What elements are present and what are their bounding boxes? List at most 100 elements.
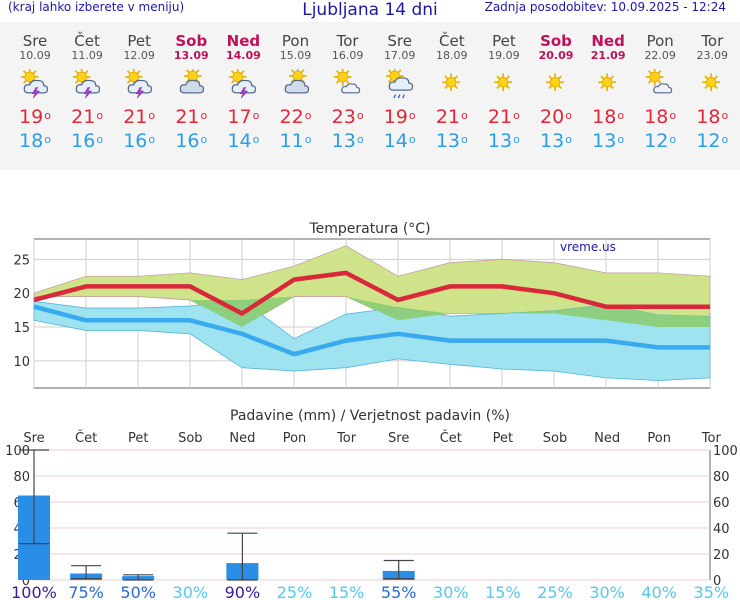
precip-ytick-right: 20 xyxy=(713,548,730,563)
precip-day-label: Sob xyxy=(178,431,202,446)
day-column: Sre 17.09 19o 14o xyxy=(374,34,426,153)
forecast-charts: Temperatura (°C) 10 15 20 25 vreme.us Padavin… xyxy=(5,221,738,600)
sun-icon xyxy=(546,73,564,92)
thunderstorm-sun-icon xyxy=(125,69,153,99)
max-temp: 20o xyxy=(540,106,572,128)
precip-probability-label: 55% xyxy=(381,583,417,600)
max-temp: 18o xyxy=(592,106,625,128)
thunderstorm-sun-icon xyxy=(20,69,49,99)
precip-probability-label: 100% xyxy=(11,583,57,600)
day-name: Tor xyxy=(701,32,724,50)
sun-shape xyxy=(598,73,617,92)
last-update-text: Zadnja posodobitev: 10.09.2025 - 12:24 xyxy=(484,0,726,14)
day-date: 16.09 xyxy=(331,49,364,62)
max-temp: 21o xyxy=(123,106,156,128)
precip-ytick-right: 60 xyxy=(713,496,730,511)
day-name: Sre xyxy=(387,32,412,50)
precip-day-label: Sre xyxy=(388,431,409,446)
day-name: Sre xyxy=(22,32,48,50)
day-date: 17.09 xyxy=(383,49,416,62)
precip-probability-label: 30% xyxy=(589,583,625,600)
day-column: Tor 16.09 23o 13o xyxy=(322,34,374,153)
sun-shape xyxy=(494,73,512,92)
max-temp: 18o xyxy=(696,106,729,128)
min-temp: 12o xyxy=(696,130,729,152)
day-date: 11.09 xyxy=(71,49,103,62)
precip-day-label: Tor xyxy=(701,431,722,446)
sun-shape xyxy=(442,73,460,92)
thunderstorm-sun-icon xyxy=(72,69,101,99)
min-temp: 13o xyxy=(435,130,468,152)
partly-cloudy-icon xyxy=(179,69,205,94)
max-temp: 18o xyxy=(644,106,677,128)
sun-shape xyxy=(72,69,91,86)
day-column: Čet 18.09 21o 13o xyxy=(426,34,478,153)
watermark: vreme.us xyxy=(560,240,616,254)
precip-probability-label: 25% xyxy=(537,583,573,600)
min-temp: 11o xyxy=(279,130,312,152)
day-date: 15.09 xyxy=(279,49,312,62)
precip-ytick-right: 0 xyxy=(713,574,721,589)
precip-probability-label: 90% xyxy=(225,583,261,600)
day-column: Čet 11.09 21o 16o xyxy=(61,34,113,153)
max-temp: 19o xyxy=(19,106,51,128)
day-name: Pet xyxy=(127,32,151,50)
sun-icon xyxy=(442,73,460,92)
sun-icon xyxy=(598,73,617,92)
min-temp: 14o xyxy=(227,130,260,152)
precip-probability-label: 40% xyxy=(641,583,677,600)
sun-shape xyxy=(646,69,664,86)
day-column: Tor 23.09 18o 12o xyxy=(686,34,738,153)
day-name: Ned xyxy=(591,32,625,50)
precip-probability-label: 75% xyxy=(68,583,104,600)
sun-cloud-rain-icon xyxy=(385,69,413,99)
location-menu-hint[interactable]: (kraj lahko izberete v meniju) xyxy=(8,0,185,14)
day-name: Pon xyxy=(281,32,310,50)
precip-probability-label: 50% xyxy=(120,583,156,600)
max-temp-line xyxy=(33,270,710,316)
precip-ytick-right: 40 xyxy=(713,522,730,537)
min-temp: 13o xyxy=(331,130,364,152)
sun-shape xyxy=(546,73,564,92)
precip-day-label: Čet xyxy=(75,430,97,446)
min-temp: 16o xyxy=(71,130,104,152)
min-temp: 13o xyxy=(487,130,520,152)
thunderstorm-sun-icon xyxy=(229,69,257,99)
precip-ytick-right: 80 xyxy=(713,470,730,485)
min-temp: 12o xyxy=(644,130,677,152)
temperature-chart: Temperatura (°C) 10 15 20 25 vreme.us xyxy=(13,221,711,389)
day-date: 12.09 xyxy=(123,49,155,62)
temp-ytick-label: 20 xyxy=(13,287,30,302)
day-name: Ned xyxy=(226,32,261,50)
sun-shape xyxy=(333,69,352,86)
sun-cloud-icon xyxy=(333,69,360,94)
day-date: 14.09 xyxy=(225,49,261,62)
day-name: Sob xyxy=(540,32,572,50)
precip-day-label: Ned xyxy=(229,431,255,446)
day-date: 21.09 xyxy=(590,49,626,62)
precip-probability-label: 30% xyxy=(433,583,469,600)
precip-ytick-right: 100 xyxy=(713,444,738,459)
min-temp: 18o xyxy=(19,130,51,152)
min-temp: 16o xyxy=(123,130,156,152)
day-column: Pon 22.09 18o 12o xyxy=(634,34,686,153)
precip-day-label: Čet xyxy=(440,430,462,446)
day-name: Čet xyxy=(439,32,465,50)
precip-day-label: Ned xyxy=(594,431,620,446)
day-name: Pet xyxy=(492,32,516,50)
day-name: Pon xyxy=(646,32,674,50)
precip-probability-label: 25% xyxy=(277,583,313,600)
min-temp-line xyxy=(33,304,710,357)
precip-probability-label: 35% xyxy=(694,583,730,600)
precip-ytick-left: 80 xyxy=(13,470,30,485)
day-name: Tor xyxy=(336,32,359,50)
page-title: Ljubljana 14 dni xyxy=(302,0,438,20)
temp-ytick-label: 25 xyxy=(13,253,30,268)
precipitation-chart-title: Padavine (mm) / Verjetnost padavin (%) xyxy=(230,408,510,424)
day-column: Sob 20.09 20o 13o xyxy=(530,34,582,153)
max-temp: 19o xyxy=(383,106,416,128)
day-column: Ned 21.09 18o 13o xyxy=(582,34,634,153)
max-temp: 21o xyxy=(487,106,520,128)
day-date: 19.09 xyxy=(488,49,520,62)
max-temp: 21o xyxy=(71,106,104,128)
